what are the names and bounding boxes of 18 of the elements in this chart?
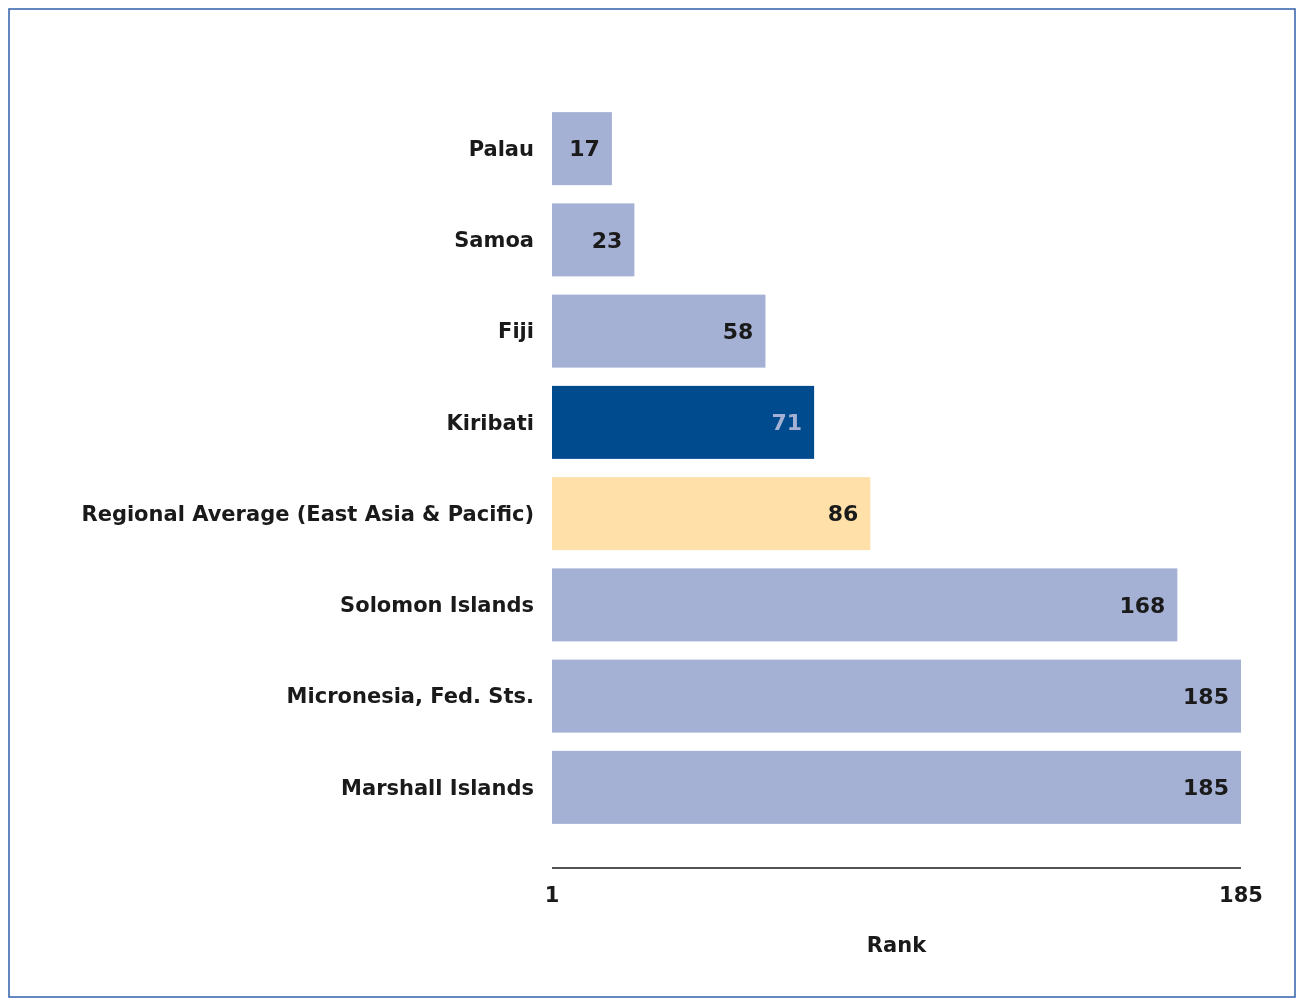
data-label: 86 [827, 501, 859, 527]
data-label: 185 [1183, 683, 1229, 709]
data-label: 23 [591, 227, 623, 253]
x-axis-title: Rank [866, 933, 928, 957]
y-tick-label: Samoa [454, 228, 534, 253]
y-tick-label: Fiji [498, 319, 534, 344]
data-label: 71 [771, 410, 803, 436]
x-tick-label: 1 [544, 883, 560, 907]
y-tick-label: Marshall Islands [341, 775, 534, 800]
y-tick-label: Regional Average (East Asia & Pacific) [81, 501, 534, 526]
y-tick-label: Micronesia, Fed. Sts. [286, 684, 534, 709]
y-tick-label: Solomon Islands [340, 593, 534, 618]
data-label: 168 [1119, 592, 1166, 618]
y-tick-label: Palau [468, 136, 534, 161]
data-label: 17 [569, 136, 600, 162]
data-label: 58 [722, 318, 754, 344]
y-tick-label: Kiribati [446, 410, 534, 435]
data-label: 185 [1183, 775, 1229, 801]
